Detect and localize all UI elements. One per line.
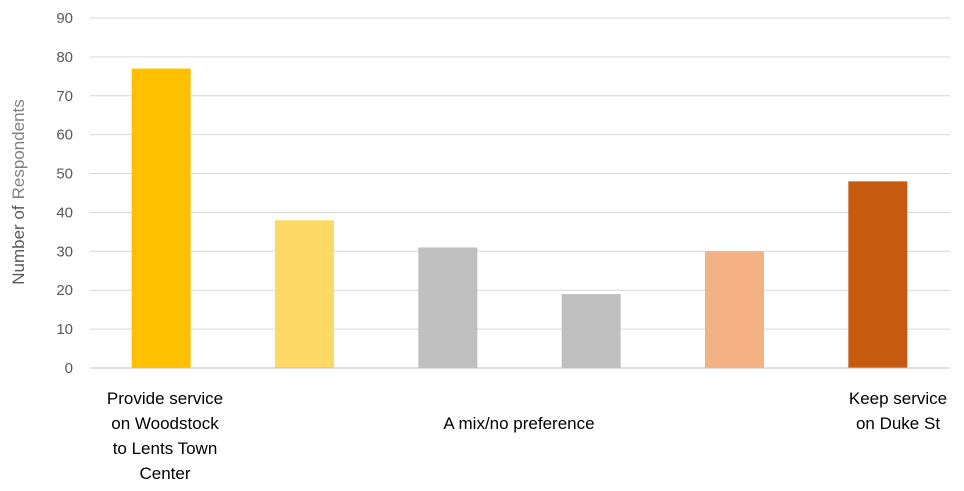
y-tick-label: 30 — [56, 243, 73, 260]
category-label-right-line-1: Keep service — [849, 389, 947, 408]
y-tick-label: 80 — [56, 49, 73, 66]
category-label-left-line-3: to Lents Town — [113, 439, 218, 458]
y-tick-label: 60 — [56, 127, 73, 144]
bar-5 — [705, 251, 764, 368]
category-label-left-line-2: on Woodstock — [111, 414, 219, 433]
y-axis-label-part-2: Respondents — [9, 99, 28, 199]
category-label-middle: A mix/no preference — [443, 414, 594, 433]
bar-3 — [418, 247, 478, 368]
y-axis-label: Number of Respondents — [9, 99, 28, 285]
bars — [131, 68, 908, 369]
category-label-left: Provide service on Woodstock to Lents To… — [107, 389, 223, 483]
y-tick-label: 10 — [56, 321, 73, 338]
category-label-middle-line-1: A mix/no preference — [443, 414, 594, 433]
y-tick-label: 50 — [56, 166, 73, 183]
y-tick-label: 0 — [65, 360, 73, 377]
y-tick-label: 70 — [56, 88, 73, 105]
category-label-right-line-2: on Duke St — [856, 414, 940, 433]
y-tick-label: 20 — [56, 282, 73, 299]
category-label-left-line-4: Center — [139, 464, 190, 483]
bar-1 — [131, 68, 191, 369]
y-tick-label: 90 — [56, 10, 73, 27]
gridlines — [90, 17, 950, 330]
y-axis-label-part-1: Number of — [9, 205, 28, 285]
y-tick-label: 40 — [56, 204, 73, 221]
category-label-right: Keep service on Duke St — [849, 389, 947, 433]
bar-4 — [561, 294, 621, 368]
y-axis-ticks: 0 10 20 30 40 50 60 70 80 90 — [56, 10, 73, 377]
category-label-left-line-1: Provide service — [107, 389, 223, 408]
bar-6 — [848, 181, 908, 368]
bar-2 — [275, 220, 334, 368]
